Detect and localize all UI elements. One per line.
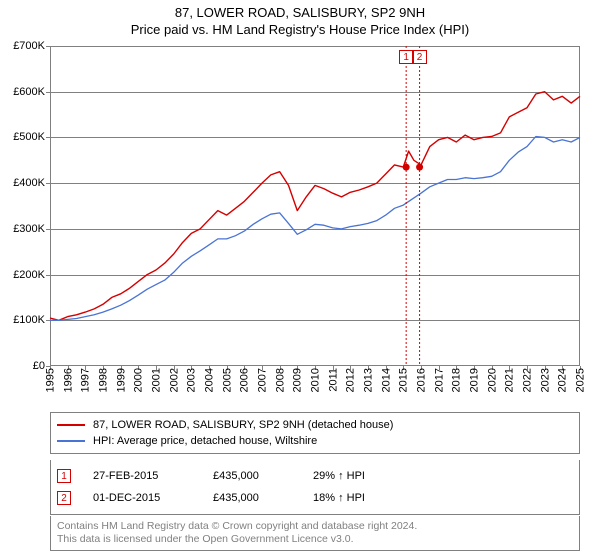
event-pct: 29% ↑ HPI [313,470,365,482]
x-tick-label: 2007 [257,368,269,392]
x-tick-label: 2022 [522,368,534,392]
x-tick-label: 1996 [62,368,74,392]
sale-marker-box: 2 [413,50,427,64]
x-tick-label: 1999 [115,368,127,392]
event-marker-box: 1 [57,469,71,483]
y-tick-label: £600K [0,86,45,98]
x-tick-label: 2009 [292,368,304,392]
sale-events: 1 27-FEB-2015£435,00029% ↑ HPI 2 01-DEC-201… [50,460,580,515]
x-tick-label: 1998 [98,368,110,392]
footer-attribution: Contains HM Land Registry data © Crown c… [50,516,580,551]
x-tick-label: 2001 [151,368,163,392]
event-marker-box: 2 [57,491,71,505]
x-tick-label: 2012 [345,368,357,392]
x-tick-label: 2021 [504,368,516,392]
legend-label: HPI: Average price, detached house, Wilt… [93,435,317,447]
y-tick-label: £300K [0,223,45,235]
x-tick-label: 2014 [380,368,392,392]
x-tick-label: 2005 [221,368,233,392]
x-tick-label: 2025 [575,368,587,392]
sale-marker-dot [403,164,410,171]
sale-event-row: 1 27-FEB-2015£435,00029% ↑ HPI [57,466,573,486]
x-tick-label: 1997 [80,368,92,392]
x-tick-label: 2018 [451,368,463,392]
event-date: 01-DEC-2015 [93,492,213,504]
sale-marker-dot [416,164,423,171]
x-tick-label: 2002 [168,368,180,392]
x-tick-label: 2020 [486,368,498,392]
event-price: £435,000 [213,470,313,482]
x-tick-label: 2006 [239,368,251,392]
x-tick-label: 2008 [274,368,286,392]
title-main: 87, LOWER ROAD, SALISBURY, SP2 9NH [0,5,600,20]
x-tick-label: 1995 [45,368,57,392]
legend-swatch [57,440,85,442]
series-line [50,137,580,321]
sale-event-row: 2 01-DEC-2015£435,00018% ↑ HPI [57,488,573,508]
legend-swatch [57,424,85,426]
x-tick-label: 2023 [539,368,551,392]
x-tick-label: 2003 [186,368,198,392]
y-tick-label: £400K [0,177,45,189]
legend-row: 87, LOWER ROAD, SALISBURY, SP2 9NH (deta… [57,417,573,433]
legend-label: 87, LOWER ROAD, SALISBURY, SP2 9NH (deta… [93,419,393,431]
x-tick-label: 2024 [557,368,569,392]
x-tick-label: 2016 [416,368,428,392]
x-tick-label: 2017 [433,368,445,392]
series-line [50,92,580,321]
y-tick-label: £0 [0,360,45,372]
y-tick-label: £500K [0,131,45,143]
y-tick-label: £700K [0,40,45,52]
x-tick-label: 2015 [398,368,410,392]
x-tick-label: 2013 [363,368,375,392]
event-pct: 18% ↑ HPI [313,492,365,504]
y-tick-label: £200K [0,269,45,281]
sale-marker-box: 1 [399,50,413,64]
y-tick-label: £100K [0,314,45,326]
footer-line2: This data is licensed under the Open Gov… [57,533,573,546]
x-tick-label: 2011 [327,368,339,392]
legend-row: HPI: Average price, detached house, Wilt… [57,433,573,449]
x-tick-label: 2019 [469,368,481,392]
footer-line1: Contains HM Land Registry data © Crown c… [57,520,573,533]
x-tick-label: 2000 [133,368,145,392]
chart-svg [50,46,580,366]
event-price: £435,000 [213,492,313,504]
legend: 87, LOWER ROAD, SALISBURY, SP2 9NH (deta… [50,412,580,454]
x-tick-label: 2004 [204,368,216,392]
event-date: 27-FEB-2015 [93,470,213,482]
x-tick-label: 2010 [310,368,322,392]
title-sub: Price paid vs. HM Land Registry's House … [0,22,600,37]
